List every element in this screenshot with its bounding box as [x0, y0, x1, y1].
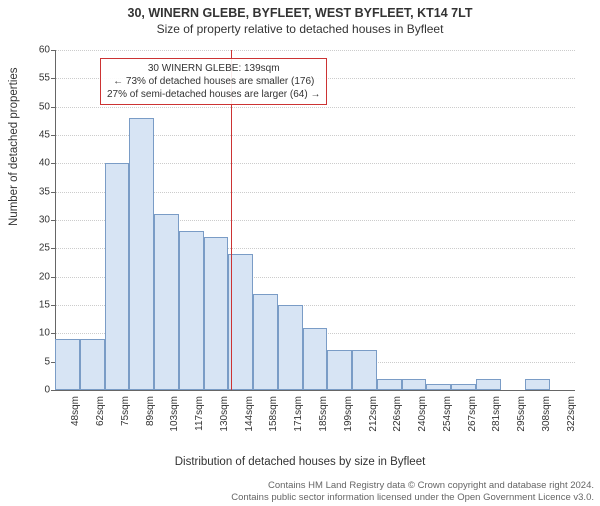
y-tick-label: 50 — [25, 101, 50, 112]
annotation-line: 30 WINERN GLEBE: 139sqm — [107, 62, 320, 75]
y-tick-label: 35 — [25, 186, 50, 197]
histogram-bar — [154, 214, 179, 390]
y-tick-label: 10 — [25, 328, 50, 339]
x-tick-label: 185sqm — [318, 396, 329, 456]
y-tick-label: 40 — [25, 158, 50, 169]
y-tick-label: 45 — [25, 130, 50, 141]
annotation-line: ← 73% of detached houses are smaller (17… — [107, 75, 320, 88]
histogram-bar — [402, 379, 427, 390]
x-tick-label: 103sqm — [169, 396, 180, 456]
histogram-bar — [204, 237, 229, 390]
histogram-bar — [105, 163, 130, 390]
x-tick-label: 75sqm — [120, 396, 131, 456]
annotation-box: 30 WINERN GLEBE: 139sqm← 73% of detached… — [100, 58, 327, 105]
annotation-line: 27% of semi-detached houses are larger (… — [107, 88, 320, 101]
x-tick-label: 199sqm — [343, 396, 354, 456]
histogram-bar — [352, 350, 377, 390]
chart-inner: 05101520253035404550556048sqm62sqm75sqm8… — [55, 50, 575, 390]
histogram-bar — [228, 254, 253, 390]
x-tick-label: 254sqm — [442, 396, 453, 456]
chart-title: 30, WINERN GLEBE, BYFLEET, WEST BYFLEET,… — [0, 6, 600, 20]
histogram-bar — [476, 379, 501, 390]
histogram-bar — [451, 384, 476, 390]
x-tick-label: 130sqm — [219, 396, 230, 456]
histogram-bar — [253, 294, 278, 390]
y-tick-label: 25 — [25, 243, 50, 254]
gridline — [55, 50, 575, 52]
histogram-bar — [129, 118, 154, 390]
y-tick-label: 60 — [25, 45, 50, 56]
x-tick-label: 240sqm — [417, 396, 428, 456]
histogram-bar — [55, 339, 80, 390]
chart-container: 30, WINERN GLEBE, BYFLEET, WEST BYFLEET,… — [0, 6, 600, 506]
y-axis-label: Number of detached properties — [8, 67, 20, 226]
footer-line-2: Contains public sector information licen… — [231, 492, 594, 504]
x-tick-label: 158sqm — [268, 396, 279, 456]
histogram-bar — [303, 328, 328, 390]
y-tick-label: 20 — [25, 271, 50, 282]
x-tick-label: 144sqm — [244, 396, 255, 456]
gridline — [55, 107, 575, 109]
plot-area: 05101520253035404550556048sqm62sqm75sqm8… — [55, 50, 575, 420]
y-tick-label: 0 — [25, 385, 50, 396]
x-tick-label: 171sqm — [293, 396, 304, 456]
x-tick-label: 117sqm — [194, 396, 205, 456]
x-tick-label: 295sqm — [516, 396, 527, 456]
histogram-bar — [179, 231, 204, 390]
x-axis — [55, 390, 575, 391]
y-tick-label: 15 — [25, 300, 50, 311]
x-tick-label: 48sqm — [70, 396, 81, 456]
histogram-bar — [327, 350, 352, 390]
y-tick-label: 5 — [25, 356, 50, 367]
x-tick-label: 308sqm — [541, 396, 552, 456]
x-tick-label: 212sqm — [368, 396, 379, 456]
y-tick-label: 55 — [25, 73, 50, 84]
histogram-bar — [377, 379, 402, 390]
x-tick-label: 281sqm — [491, 396, 502, 456]
y-tick-label: 30 — [25, 215, 50, 226]
histogram-bar — [525, 379, 550, 390]
x-tick-label: 62sqm — [95, 396, 106, 456]
footer-line-1: Contains HM Land Registry data © Crown c… — [231, 480, 594, 492]
histogram-bar — [278, 305, 303, 390]
histogram-bar — [80, 339, 105, 390]
x-axis-label: Distribution of detached houses by size … — [0, 456, 600, 468]
x-tick-label: 267sqm — [467, 396, 478, 456]
x-tick-label: 226sqm — [392, 396, 403, 456]
footer: Contains HM Land Registry data © Crown c… — [231, 480, 594, 504]
x-tick-label: 322sqm — [566, 396, 577, 456]
x-tick-label: 89sqm — [145, 396, 156, 456]
histogram-bar — [426, 384, 451, 390]
chart-subtitle: Size of property relative to detached ho… — [0, 22, 600, 36]
